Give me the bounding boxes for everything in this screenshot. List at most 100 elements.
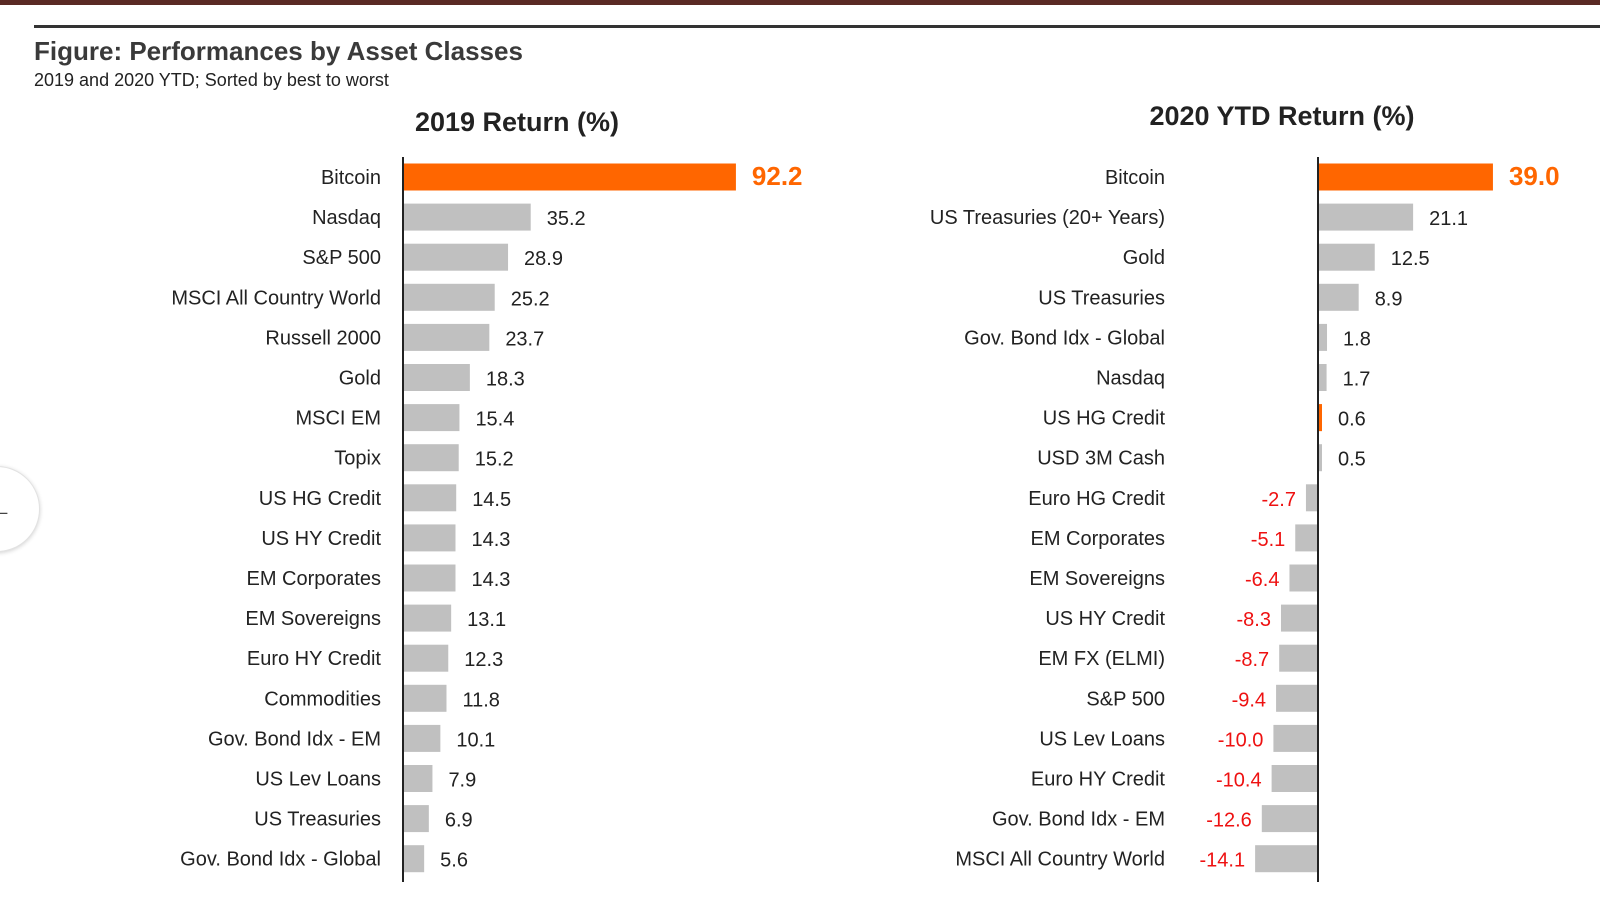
bar-usd-3m-cash xyxy=(1319,444,1322,472)
bar-us-treasuries-20-years xyxy=(1319,203,1414,231)
value-label-us-treasuries: 8.9 xyxy=(1375,288,1403,310)
value-label-euro-hy-credit: -10.4 xyxy=(1216,770,1262,792)
value-label-topix: 15.2 xyxy=(475,449,514,471)
bar-em-sovereigns xyxy=(404,604,452,632)
category-label-us-hy-credit: US HY Credit xyxy=(1045,608,1165,630)
header-rule xyxy=(34,25,1600,28)
value-label-msci-em: 15.4 xyxy=(475,409,514,431)
value-label-commodities: 11.8 xyxy=(462,689,499,711)
value-label-gov-bond-idx-em: 10.1 xyxy=(456,729,495,751)
category-label-us-treasuries-20-years: US Treasuries (20+ Years) xyxy=(930,207,1165,229)
bar-bitcoin xyxy=(404,163,736,191)
value-label-em-fx-elmi: -8.7 xyxy=(1235,649,1269,671)
value-label-s-p-500: -9.4 xyxy=(1232,689,1266,711)
figure-subtitle: 2019 and 2020 YTD; Sorted by best to wor… xyxy=(34,70,389,90)
bar-russell-2000 xyxy=(404,323,490,351)
category-label-msci-em: MSCI EM xyxy=(295,408,381,430)
value-label-us-hy-credit: 14.3 xyxy=(471,529,510,551)
bar-us-hg-credit xyxy=(404,484,457,512)
value-label-us-hg-credit: 0.6 xyxy=(1338,409,1366,431)
value-label-em-corporates: -5.1 xyxy=(1251,529,1285,551)
bar-gold xyxy=(404,364,470,391)
chart-2019-return: 2019 Return (%) Bitcoin 92.2 Nasdaq 35.2 S&P … xyxy=(171,107,803,882)
top-accent-strip xyxy=(0,0,1600,5)
category-label-euro-hy-credit: Euro HY Credit xyxy=(247,648,382,670)
value-label-gov-bond-idx-global: 5.6 xyxy=(440,850,468,872)
bar-em-sovereigns xyxy=(1289,564,1318,592)
value-label-bitcoin: 92.2 xyxy=(752,161,803,191)
chart-title-2020: 2020 YTD Return (%) xyxy=(1149,101,1414,131)
bar-gov-bond-idx-global xyxy=(1319,323,1328,351)
category-label-us-hy-credit: US HY Credit xyxy=(261,528,381,550)
value-label-msci-all-country-world: -14.1 xyxy=(1200,850,1246,872)
category-label-nasdaq: Nasdaq xyxy=(312,207,381,229)
bar-em-corporates xyxy=(1295,524,1318,552)
category-label-us-lev-loans: US Lev Loans xyxy=(1039,728,1165,750)
category-label-euro-hg-credit: Euro HG Credit xyxy=(1028,488,1165,510)
category-label-us-hg-credit: US HG Credit xyxy=(259,488,382,510)
value-label-gold: 18.3 xyxy=(486,369,525,391)
bar-gov-bond-idx-global xyxy=(404,845,425,873)
bar-bitcoin xyxy=(1319,163,1493,191)
category-label-commodities: Commodities xyxy=(264,688,381,710)
category-label-gold: Gold xyxy=(339,368,381,390)
bar-nasdaq xyxy=(1319,364,1327,391)
bar-euro-hg-credit xyxy=(1305,484,1318,512)
bar-s-p-500 xyxy=(1276,684,1318,712)
bar-nasdaq xyxy=(404,203,531,231)
bar-topix xyxy=(404,444,459,472)
category-label-us-hg-credit: US HG Credit xyxy=(1043,408,1166,430)
category-label-bitcoin: Bitcoin xyxy=(1105,167,1165,189)
category-label-topix: Topix xyxy=(334,448,381,470)
bar-gov-bond-idx-em xyxy=(1261,805,1318,833)
value-label-em-sovereigns: -6.4 xyxy=(1245,569,1279,591)
bar-us-treasuries xyxy=(1319,283,1359,311)
category-label-us-treasuries: US Treasuries xyxy=(254,809,381,831)
bar-commodities xyxy=(404,684,447,712)
value-label-euro-hy-credit: 12.3 xyxy=(464,649,503,671)
value-label-us-lev-loans: 7.9 xyxy=(448,770,476,792)
category-label-em-corporates: EM Corporates xyxy=(247,568,382,590)
bar-gov-bond-idx-em xyxy=(404,724,441,752)
category-label-us-lev-loans: US Lev Loans xyxy=(255,769,381,791)
value-label-gold: 12.5 xyxy=(1391,248,1430,270)
bar-euro-hy-credit xyxy=(1271,765,1318,792)
category-label-msci-all-country-world: MSCI All Country World xyxy=(955,849,1165,871)
category-label-russell-2000: Russell 2000 xyxy=(265,327,381,349)
bar-em-fx-elmi xyxy=(1279,644,1318,672)
value-label-us-treasuries-20-years: 21.1 xyxy=(1429,208,1468,230)
bar-em-corporates xyxy=(404,564,456,592)
category-label-gov-bond-idx-em: Gov. Bond Idx - EM xyxy=(992,809,1165,831)
bar-accent-us-hg-credit xyxy=(1319,404,1322,432)
category-label-bitcoin: Bitcoin xyxy=(321,167,381,189)
category-label-em-corporates: EM Corporates xyxy=(1031,528,1166,550)
value-label-euro-hg-credit: -2.7 xyxy=(1261,489,1295,511)
value-label-nasdaq: 1.7 xyxy=(1343,369,1371,391)
value-label-us-hg-credit: 14.5 xyxy=(472,489,511,511)
category-label-em-sovereigns: EM Sovereigns xyxy=(1029,568,1165,590)
bar-s-p-500 xyxy=(404,243,509,271)
category-label-gov-bond-idx-global: Gov. Bond Idx - Global xyxy=(964,327,1165,349)
chart-2020-ytd-return: 2020 YTD Return (%) Bitcoin 39.0 US Treasur… xyxy=(930,101,1560,882)
category-label-nasdaq: Nasdaq xyxy=(1096,368,1165,390)
bar-us-treasuries xyxy=(404,805,429,833)
value-label-gov-bond-idx-global: 1.8 xyxy=(1343,328,1371,350)
value-label-s-p-500: 28.9 xyxy=(524,248,563,270)
value-label-us-lev-loans: -10.0 xyxy=(1218,729,1264,751)
value-label-em-corporates: 14.3 xyxy=(471,569,510,591)
bar-us-hy-credit xyxy=(404,524,456,552)
value-label-gov-bond-idx-em: -12.6 xyxy=(1206,810,1252,832)
category-label-gov-bond-idx-global: Gov. Bond Idx - Global xyxy=(180,849,381,871)
category-label-s-p-500: S&P 500 xyxy=(302,247,381,269)
value-label-bitcoin: 39.0 xyxy=(1509,161,1560,191)
category-label-msci-all-country-world: MSCI All Country World xyxy=(171,287,381,309)
category-label-em-sovereigns: EM Sovereigns xyxy=(245,608,381,630)
chart-title-2019: 2019 Return (%) xyxy=(415,107,619,137)
value-label-us-hy-credit: -8.3 xyxy=(1237,609,1271,631)
figure-title: Figure: Performances by Asset Classes xyxy=(34,36,523,66)
arrow-left-icon: ← xyxy=(0,495,13,523)
bar-gold xyxy=(1319,243,1375,271)
category-label-euro-hy-credit: Euro HY Credit xyxy=(1031,769,1166,791)
category-label-gov-bond-idx-em: Gov. Bond Idx - EM xyxy=(208,728,381,750)
